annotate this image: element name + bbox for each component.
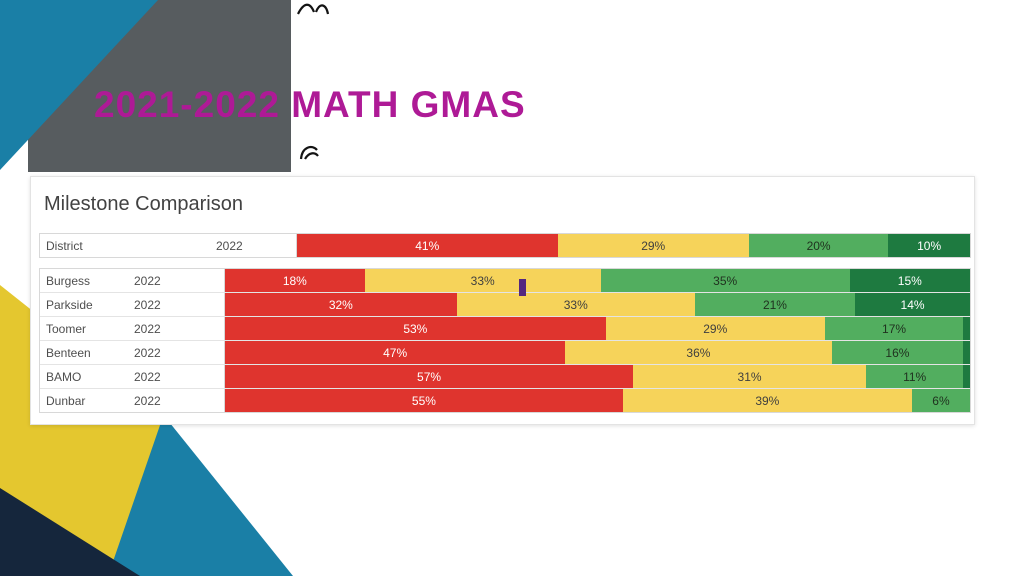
- decorative-mark-top: [296, 0, 330, 21]
- chart-title: Milestone Comparison: [44, 193, 243, 215]
- bar-segment-yellow[interactable]: 39%: [622, 389, 912, 412]
- segment-value-label: 35%: [713, 273, 738, 288]
- row-label: Benteen: [46, 345, 91, 360]
- bar-segment-yellow[interactable]: 31%: [633, 365, 866, 388]
- segment-value-label: 16%: [885, 345, 910, 360]
- bar-segment-dark_green[interactable]: [963, 365, 970, 388]
- bar-segment-yellow[interactable]: 33%: [364, 269, 601, 292]
- row-year: 2022: [134, 273, 161, 288]
- segment-value-label: 21%: [762, 297, 787, 312]
- segment-value-label: 41%: [415, 238, 440, 253]
- row-label-cell: Dunbar 2022: [40, 389, 225, 412]
- bar-segment-yellow[interactable]: 29%: [557, 234, 749, 257]
- bar-segment-green[interactable]: 16%: [831, 341, 964, 364]
- segment-value-label: 18%: [282, 273, 307, 288]
- row-label-cell: Burgess 2022: [40, 269, 225, 292]
- segment-value-label: 55%: [411, 393, 436, 408]
- segment-value-label: 14%: [900, 297, 925, 312]
- bar-segment-red[interactable]: 55%: [225, 389, 623, 412]
- segment-value-label: 32%: [328, 297, 353, 312]
- row-year: 2022: [134, 393, 161, 408]
- segment-value-label: 47%: [383, 345, 408, 360]
- table-row: Benteen 2022 47% 36% 16%: [40, 340, 971, 364]
- bar-segment-red[interactable]: 18%: [225, 269, 365, 292]
- bar-segment-green[interactable]: 11%: [866, 365, 964, 388]
- stacked-bar[interactable]: 47% 36% 16%: [225, 341, 971, 364]
- segment-value-label: 15%: [897, 273, 922, 288]
- row-label-cell: BAMO 2022: [40, 365, 225, 388]
- bar-segment-yellow[interactable]: 36%: [565, 341, 832, 364]
- bar-segment-yellow[interactable]: 33%: [456, 293, 695, 316]
- stacked-bar[interactable]: 18% 33% 35% 15%: [225, 269, 971, 292]
- bar-segment-dark_green[interactable]: 10%: [888, 234, 970, 257]
- stacked-bar[interactable]: 53% 29% 17%: [225, 317, 970, 340]
- district-table: District 2022 41% 29% 20% 10%: [39, 233, 971, 258]
- bar-segment-green[interactable]: 17%: [824, 317, 964, 340]
- bar-segment-red[interactable]: 41%: [297, 234, 558, 257]
- row-label: BAMO: [46, 369, 82, 384]
- row-year: 2022: [134, 345, 161, 360]
- segment-value-label: 53%: [403, 321, 428, 336]
- segment-value-label: 6%: [932, 393, 950, 408]
- segment-value-label: 33%: [470, 273, 495, 288]
- bar-segment-red[interactable]: 53%: [225, 317, 606, 340]
- segment-value-label: 39%: [755, 393, 780, 408]
- stacked-bar[interactable]: 55% 39% 6%: [225, 389, 971, 412]
- row-label-cell: Benteen 2022: [40, 341, 225, 364]
- table-row: Dunbar 2022 55% 39% 6%: [40, 388, 971, 412]
- stacked-bar[interactable]: 57% 31% 11%: [225, 365, 970, 388]
- table-row: Parkside 2022 32% 33% 21% 14%: [40, 292, 970, 316]
- row-year: 2022: [216, 238, 243, 253]
- row-label-cell: Toomer 2022: [40, 317, 225, 340]
- segment-value-label: 20%: [806, 238, 831, 253]
- bar-segment-dark_green[interactable]: 15%: [849, 269, 971, 292]
- row-label: Parkside: [46, 297, 93, 312]
- row-year: 2022: [134, 369, 161, 384]
- table-row: BAMO 2022 57% 31% 11%: [40, 364, 970, 388]
- segment-value-label: 17%: [882, 321, 907, 336]
- bar-segment-green[interactable]: 6%: [911, 389, 971, 412]
- row-label: Toomer: [46, 321, 87, 336]
- row-label: Burgess: [46, 273, 91, 288]
- segment-value-label: 29%: [703, 321, 728, 336]
- schools-table: Burgess 2022 18% 33% 35% 15% Parkside 2022 32% 33…: [39, 268, 971, 413]
- segment-value-label: 36%: [686, 345, 711, 360]
- bar-segment-yellow[interactable]: 29%: [605, 317, 825, 340]
- bar-segment-green[interactable]: 35%: [600, 269, 850, 292]
- segment-value-label: 33%: [563, 297, 588, 312]
- milestone-comparison-panel: Milestone Comparison District 2022 41% 29% 2…: [30, 176, 975, 425]
- slide-title: 2021-2022 MATH GMAS: [94, 84, 526, 125]
- row-label: Dunbar: [46, 393, 86, 408]
- bar-segment-red[interactable]: 32%: [225, 293, 457, 316]
- segment-value-label: 31%: [737, 369, 762, 384]
- text-cursor-artifact: [519, 279, 526, 296]
- stacked-bar[interactable]: 41% 29% 20% 10%: [297, 234, 970, 257]
- row-year: 2022: [134, 297, 161, 312]
- row-label: District: [46, 238, 83, 253]
- table-row: Toomer 2022 53% 29% 17%: [40, 316, 970, 340]
- bar-segment-dark_green[interactable]: 14%: [855, 293, 970, 316]
- bar-segment-dark_green[interactable]: [963, 317, 970, 340]
- bar-segment-red[interactable]: 47%: [225, 341, 566, 364]
- segment-value-label: 10%: [917, 238, 942, 253]
- table-row: District 2022 41% 29% 20% 10%: [40, 234, 970, 257]
- bar-segment-red[interactable]: 57%: [225, 365, 634, 388]
- bar-segment-green[interactable]: 20%: [748, 234, 889, 257]
- table-row: Burgess 2022 18% 33% 35% 15%: [40, 269, 971, 292]
- bar-segment-green[interactable]: 21%: [694, 293, 856, 316]
- row-label-cell: District 2022: [40, 234, 297, 257]
- segment-value-label: 29%: [641, 238, 666, 253]
- segment-value-label: 11%: [903, 369, 927, 384]
- row-year: 2022: [134, 321, 161, 336]
- segment-value-label: 57%: [417, 369, 442, 384]
- bar-segment-dark_green[interactable]: [963, 341, 971, 364]
- row-label-cell: Parkside 2022: [40, 293, 225, 316]
- stacked-bar[interactable]: 32% 33% 21% 14%: [225, 293, 970, 316]
- decorative-mark-middle: [297, 142, 321, 167]
